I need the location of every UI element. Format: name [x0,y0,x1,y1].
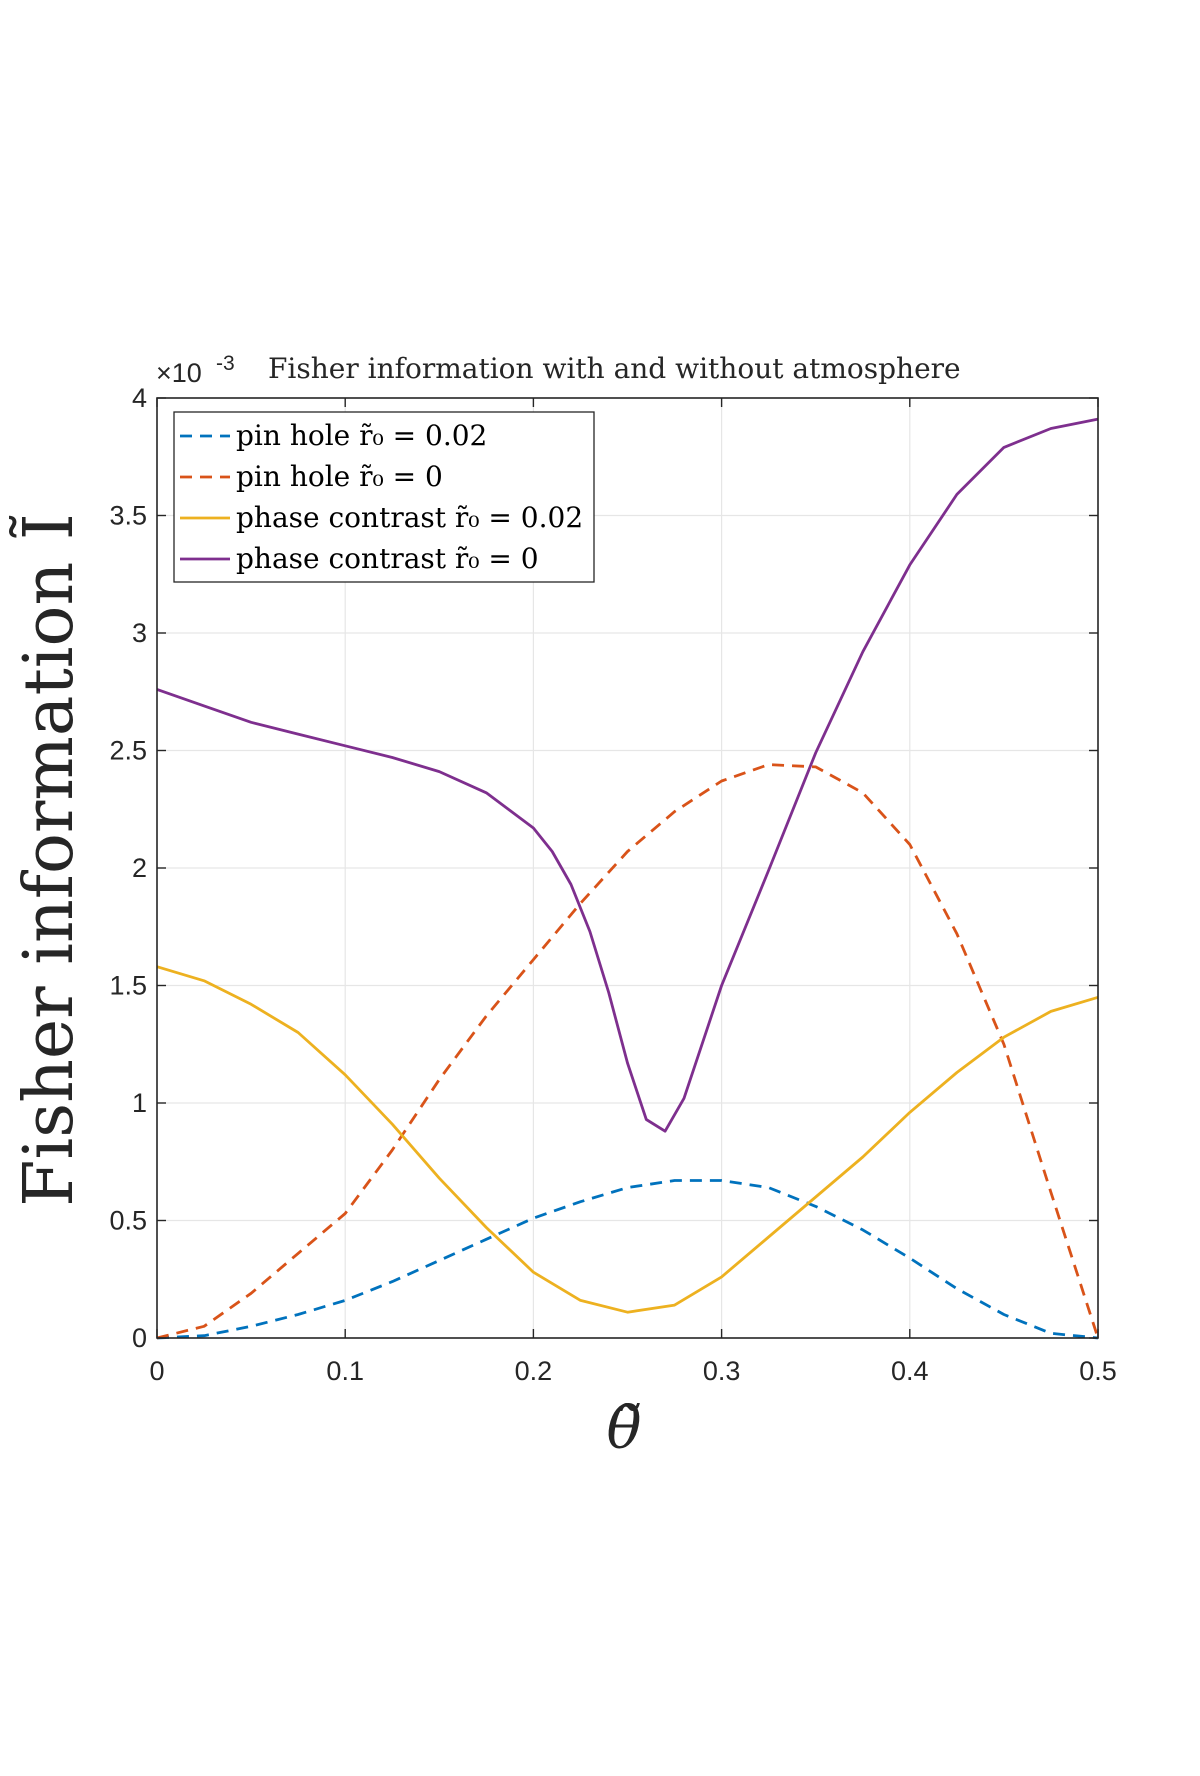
series-line-3 [156,965,1099,1314]
y-exponent-power: -3 [216,352,235,375]
x-tick-label: 0.4 [891,1356,929,1386]
y-tick-label: 0 [132,1323,147,1353]
series-line-2 [156,763,1100,1340]
y-exponent-label: ×10 [156,358,202,388]
y-tick-label: 4 [132,383,147,413]
y-tick-label: 1 [132,1088,147,1118]
y-tick-labels: 0 0.5 1 1.5 2 2.5 3 3.5 4 [109,383,147,1353]
x-tick-label: 0.3 [703,1356,741,1386]
x-tick-label: 0.5 [1079,1356,1117,1386]
x-tick-label: 0.2 [515,1356,553,1386]
legend: pin hole r̃₀ = 0.02 pin hole r̃₀ = 0 phase… [173,411,595,583]
y-tick-label: 2.5 [109,736,147,766]
legend-label: phase contrast r̃₀ = 0.02 [236,501,583,534]
y-tick-label: 3 [132,618,147,648]
y-axis-label: Fisher information Ĩ [10,513,89,1206]
y-tick-label: 1.5 [109,971,147,1001]
legend-label: pin hole r̃₀ = 0 [236,460,443,493]
ticks [156,397,1099,1339]
x-tick-label: 0 [149,1356,164,1386]
x-tick-label: 0.1 [326,1356,364,1386]
legend-label: phase contrast r̃₀ = 0 [236,542,539,575]
legend-items: pin hole r̃₀ = 0.02 pin hole r̃₀ = 0 phase… [180,419,583,575]
legend-box [173,411,595,583]
y-tick-label: 0.5 [109,1206,147,1236]
x-tick-labels: 0 0.1 0.2 0.3 0.4 0.5 [149,1356,1116,1386]
y-tick-label: 2 [132,853,147,883]
series-lines [156,417,1100,1340]
chart-title: Fisher information with and without atmo… [268,352,961,385]
legend-label: pin hole r̃₀ = 0.02 [236,419,487,452]
series-line-4 [156,417,1099,1133]
y-tick-label: 3.5 [109,501,147,531]
x-axis-label: θ̃ [607,1394,642,1462]
